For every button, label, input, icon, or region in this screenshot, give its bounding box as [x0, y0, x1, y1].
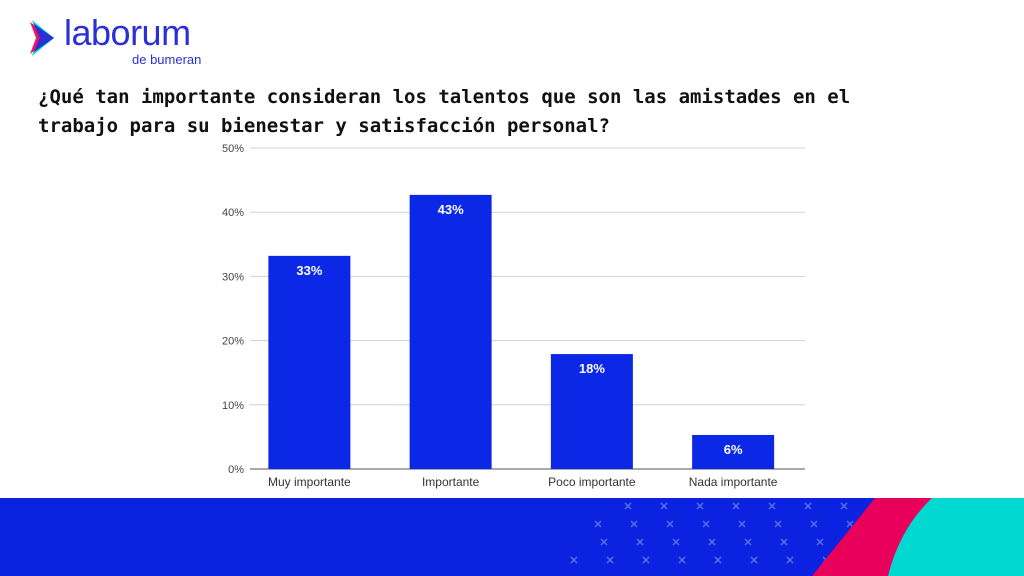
- bar-chart: 0% 10% 20% 30% 40% 50% 33% Muy importante 43% Imp…: [222, 143, 805, 489]
- pattern-x-mark: [600, 538, 608, 546]
- data-label: 18%: [579, 361, 605, 376]
- y-tick-label: 10%: [222, 400, 244, 412]
- x-tick-label: Importante: [422, 475, 480, 489]
- pattern-x-mark: [708, 538, 716, 546]
- pattern-x-mark: [624, 502, 632, 510]
- data-label: 6%: [724, 442, 743, 457]
- laborum-logo: laborum de bumeran: [28, 12, 208, 67]
- bar: [550, 354, 633, 469]
- pattern-x-mark: [816, 538, 824, 546]
- pattern-x-mark: [810, 520, 818, 528]
- bar: [268, 255, 351, 469]
- pattern-x-mark: [636, 538, 644, 546]
- pattern-x-mark: [804, 502, 812, 510]
- pattern-x-mark: [630, 520, 638, 528]
- pattern-x-mark: [786, 556, 794, 564]
- pattern-x-mark: [696, 502, 704, 510]
- pattern-x-mark: [606, 556, 614, 564]
- pattern-x-mark: [846, 520, 854, 528]
- x-tick-label: Nada importante: [689, 475, 778, 489]
- logo-chevron-icon: [30, 20, 54, 56]
- pattern-x-mark: [840, 502, 848, 510]
- pattern-x-mark: [702, 520, 710, 528]
- pattern-x-mark: [672, 538, 680, 546]
- pattern-x-mark: [594, 520, 602, 528]
- pattern-x-mark: [570, 556, 578, 564]
- pattern-x-mark: [768, 502, 776, 510]
- pattern-x-mark: [666, 520, 674, 528]
- x-tick-label: Muy importante: [268, 475, 351, 489]
- pattern-x-mark: [780, 538, 788, 546]
- pattern-x-mark: [750, 556, 758, 564]
- y-tick-label: 0%: [228, 464, 244, 476]
- y-tick-label: 40%: [222, 207, 244, 219]
- bar: [692, 434, 775, 469]
- x-tick-label: Poco importante: [548, 475, 636, 489]
- chart-title: ¿Qué tan importante consideran los talen…: [38, 86, 851, 137]
- logo-text: laborum: [64, 12, 191, 53]
- pattern-x-mark: [738, 520, 746, 528]
- data-label: 33%: [296, 263, 322, 278]
- pattern-x-mark: [732, 502, 740, 510]
- logo-subtext: de bumeran: [132, 52, 202, 67]
- data-label: 43%: [438, 202, 464, 217]
- pattern-x-mark: [660, 502, 668, 510]
- y-tick-label: 50%: [222, 143, 244, 155]
- decorative-footer-band: [0, 498, 1024, 576]
- pattern-x-mark: [678, 556, 686, 564]
- y-tick-label: 30%: [222, 271, 244, 283]
- y-tick-label: 20%: [222, 336, 244, 348]
- bar: [409, 194, 492, 469]
- pattern-x-mark: [744, 538, 752, 546]
- pattern-x-mark: [642, 556, 650, 564]
- pattern-x-mark: [714, 556, 722, 564]
- pattern-x-mark: [774, 520, 782, 528]
